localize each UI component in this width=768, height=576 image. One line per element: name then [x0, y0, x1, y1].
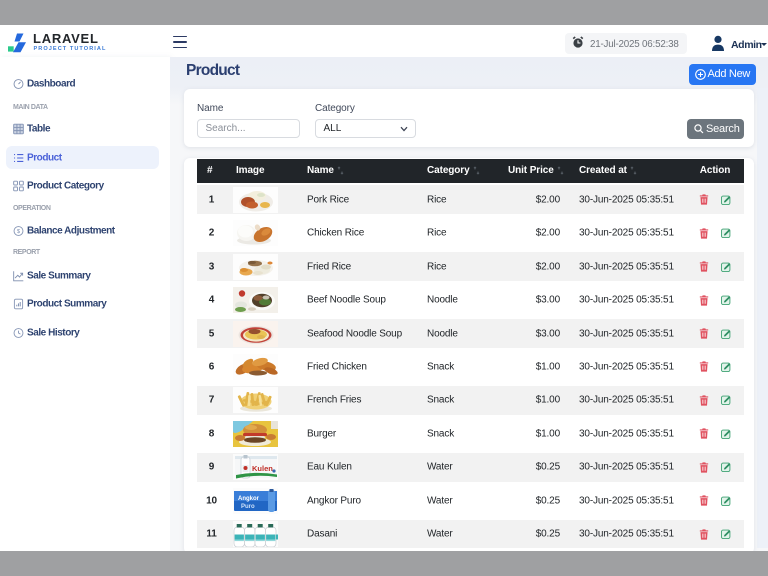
- svg-text:Puro: Puro: [241, 504, 255, 510]
- svg-text:Angkor: Angkor: [238, 496, 260, 502]
- svg-text:Kulen: Kulen: [252, 464, 273, 473]
- svg-text:$: $: [17, 229, 21, 235]
